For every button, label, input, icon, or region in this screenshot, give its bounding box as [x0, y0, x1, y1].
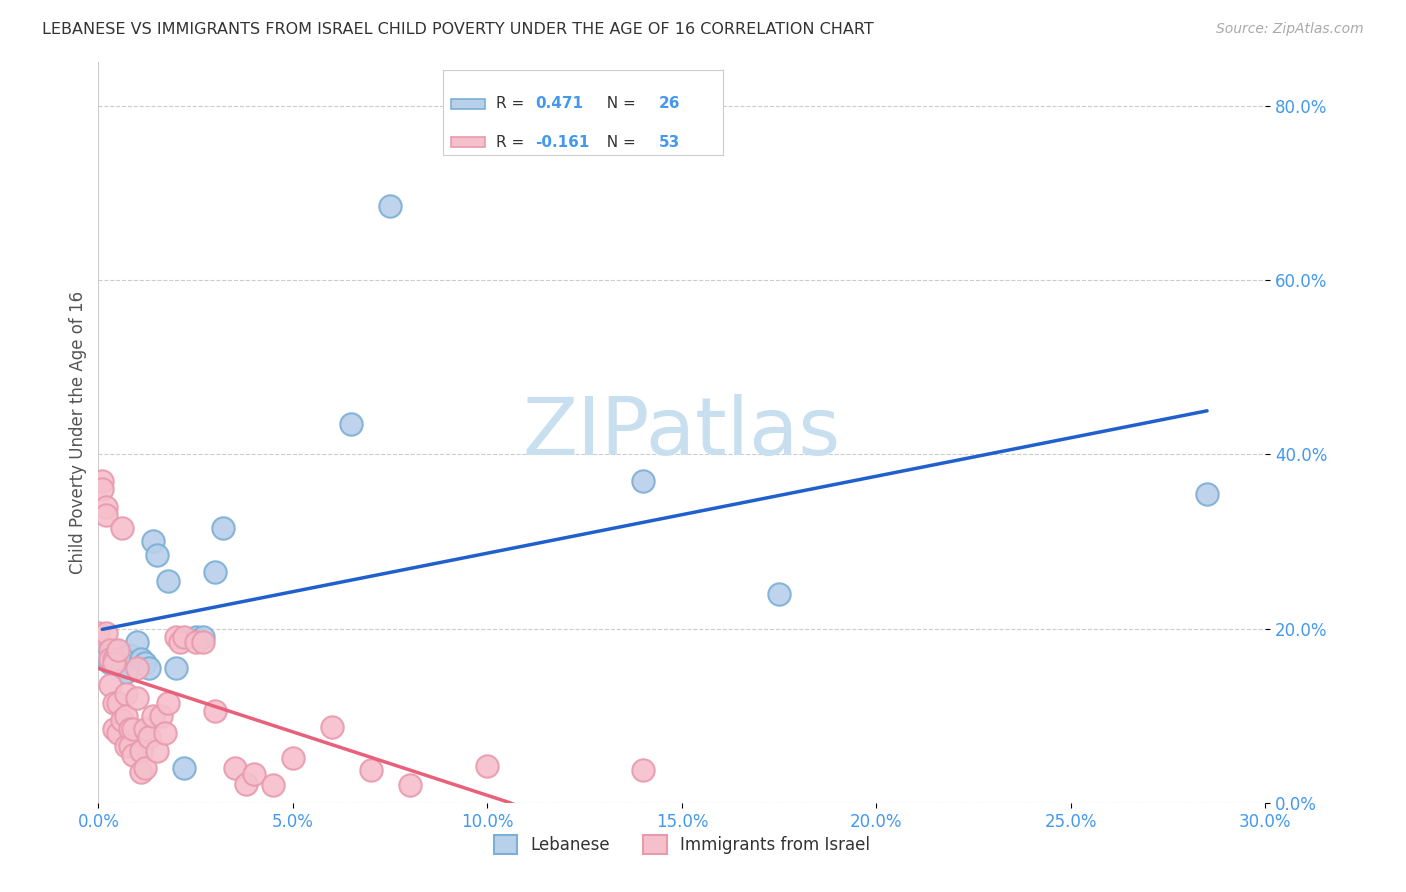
Point: [142, 534, 165, 549]
Point: [204, 704, 226, 718]
Point: [165, 661, 187, 675]
Point: [142, 708, 165, 723]
Point: [340, 417, 363, 431]
Point: [768, 587, 790, 601]
Point: [153, 726, 176, 740]
Point: [149, 708, 172, 723]
Point: [96, 508, 118, 523]
Point: [321, 720, 343, 734]
Point: [107, 652, 129, 666]
Point: [114, 739, 136, 754]
Legend: Lebanese, Immigrants from Israel: Lebanese, Immigrants from Israel: [486, 829, 877, 861]
Point: [103, 643, 125, 657]
Point: [107, 726, 129, 740]
Point: [107, 643, 129, 657]
Point: [193, 634, 215, 648]
Point: [103, 696, 125, 710]
Point: [96, 500, 118, 514]
Point: [127, 661, 149, 675]
Point: [138, 731, 160, 745]
Point: [87, 626, 110, 640]
Point: [118, 739, 141, 754]
Point: [122, 722, 145, 736]
Point: [157, 574, 180, 588]
Point: [380, 199, 402, 213]
Text: LEBANESE VS IMMIGRANTS FROM ISRAEL CHILD POVERTY UNDER THE AGE OF 16 CORRELATION: LEBANESE VS IMMIGRANTS FROM ISRAEL CHILD…: [42, 22, 875, 37]
Point: [224, 761, 246, 775]
Point: [281, 750, 304, 764]
Point: [138, 661, 160, 675]
Point: [118, 722, 141, 736]
Point: [114, 687, 136, 701]
Point: [118, 648, 141, 662]
Point: [103, 722, 125, 736]
Text: ZIPatlas: ZIPatlas: [523, 393, 841, 472]
Point: [122, 747, 145, 762]
Point: [165, 630, 187, 644]
Point: [631, 474, 654, 488]
Point: [1195, 486, 1218, 500]
Point: [157, 696, 180, 710]
Point: [129, 652, 152, 666]
Text: Source: ZipAtlas.com: Source: ZipAtlas.com: [1216, 22, 1364, 37]
Point: [103, 657, 125, 671]
Point: [96, 652, 118, 666]
Point: [111, 713, 134, 727]
Point: [235, 777, 257, 791]
Point: [114, 708, 136, 723]
Point: [114, 665, 136, 680]
Point: [129, 765, 152, 780]
Point: [360, 763, 382, 777]
Point: [91, 474, 114, 488]
Point: [91, 482, 114, 496]
Point: [134, 657, 156, 671]
Point: [398, 778, 420, 792]
Point: [91, 643, 114, 657]
Point: [98, 643, 121, 657]
Point: [243, 767, 266, 781]
Point: [111, 661, 134, 675]
Point: [146, 743, 169, 757]
Point: [193, 630, 215, 644]
Point: [477, 759, 499, 773]
Point: [96, 626, 118, 640]
Point: [184, 634, 207, 648]
Point: [107, 696, 129, 710]
Point: [129, 743, 152, 757]
Point: [134, 722, 156, 736]
Point: [111, 521, 134, 535]
Point: [127, 691, 149, 706]
Point: [98, 652, 121, 666]
Point: [204, 565, 226, 579]
Point: [127, 634, 149, 648]
Point: [103, 652, 125, 666]
Point: [212, 521, 235, 535]
Y-axis label: Child Poverty Under the Age of 16: Child Poverty Under the Age of 16: [69, 291, 87, 574]
Point: [146, 548, 169, 562]
Point: [262, 778, 284, 792]
Point: [134, 761, 156, 775]
Point: [184, 630, 207, 644]
Point: [169, 634, 191, 648]
Point: [98, 678, 121, 692]
Point: [173, 630, 195, 644]
Point: [98, 657, 121, 671]
Point: [173, 761, 195, 775]
Point: [631, 763, 654, 777]
